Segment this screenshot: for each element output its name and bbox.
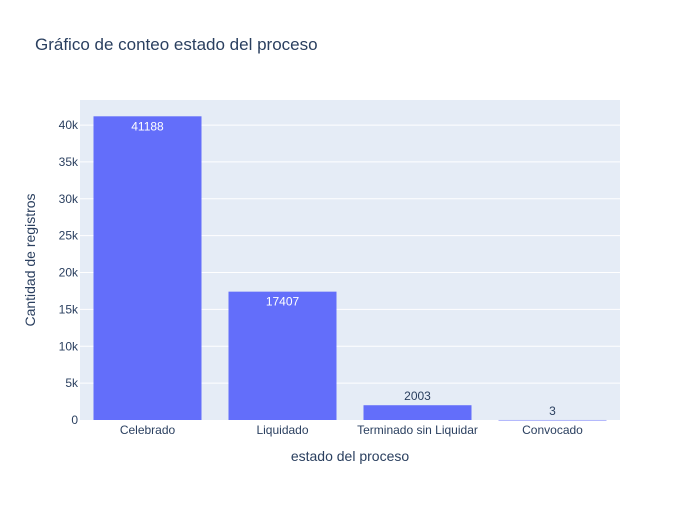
bar [363, 405, 472, 420]
data-label: 41188 [131, 119, 164, 133]
data-label: 2003 [404, 389, 431, 403]
y-tick-label: 0 [71, 413, 78, 427]
y-tick-label: 15k [59, 302, 79, 316]
y-axis-ticks: 0 5k 10k 15k 20k 25k 30k 35k 40k [59, 118, 79, 427]
x-axis-ticks: Celebrado Liquidado Terminado sin Liquidar… [120, 423, 583, 437]
y-tick-label: 10k [59, 339, 79, 353]
x-tick-label: Convocado [522, 423, 583, 437]
data-labels: 41188 17407 2003 3 [131, 119, 556, 418]
y-tick-label: 30k [59, 192, 79, 206]
data-label: 3 [549, 404, 556, 418]
y-tick-label: 5k [65, 376, 79, 390]
x-tick-label: Celebrado [120, 423, 176, 437]
bar [93, 116, 202, 420]
x-tick-label: Terminado sin Liquidar [357, 423, 478, 437]
chart-title: Gráfico de conteo estado del proceso [35, 35, 318, 54]
y-tick-label: 35k [59, 155, 79, 169]
bar [228, 291, 337, 420]
x-tick-label: Liquidado [256, 423, 308, 437]
bars [93, 116, 607, 421]
y-tick-label: 25k [59, 229, 79, 243]
bar [498, 419, 607, 421]
y-tick-label: 20k [59, 266, 79, 280]
data-label: 17407 [266, 295, 300, 309]
y-tick-label: 40k [59, 118, 79, 132]
x-axis-title: estado del proceso [291, 448, 410, 464]
y-axis-title: Cantidad de registros [22, 193, 38, 326]
